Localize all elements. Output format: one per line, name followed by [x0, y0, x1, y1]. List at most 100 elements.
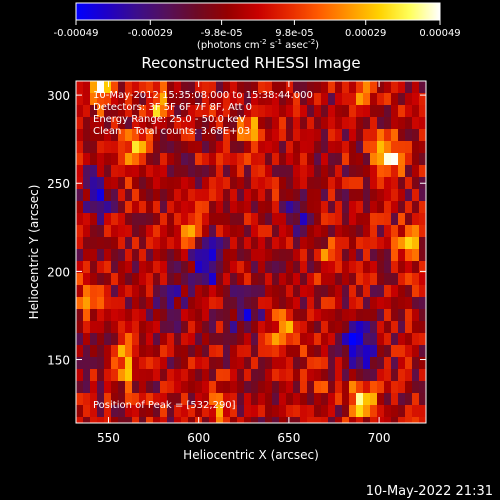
- heatmap-cell: [160, 309, 168, 322]
- heatmap-cell: [118, 93, 126, 106]
- heatmap-cell: [321, 141, 329, 154]
- heatmap-cell: [132, 381, 140, 394]
- heatmap-cell: [300, 141, 308, 154]
- heatmap-cell: [195, 393, 203, 406]
- heatmap-cell: [174, 177, 182, 190]
- heatmap-cell: [356, 393, 364, 406]
- heatmap-cell: [195, 285, 203, 298]
- heatmap-cell: [307, 249, 315, 262]
- heatmap-cell: [167, 93, 175, 106]
- heatmap-cell: [125, 369, 133, 382]
- heatmap-cell: [83, 81, 91, 94]
- heatmap-cell: [160, 393, 168, 406]
- heatmap-cell: [90, 309, 98, 322]
- heatmap-cell: [174, 369, 182, 382]
- heatmap-cell: [237, 165, 245, 178]
- heatmap-cell: [349, 129, 357, 142]
- heatmap-cell: [139, 177, 147, 190]
- heatmap-cell: [377, 201, 385, 214]
- heatmap-cell: [300, 321, 308, 334]
- heatmap-cell: [125, 381, 133, 394]
- heatmap-cell: [335, 141, 343, 154]
- heatmap-cell: [244, 309, 252, 322]
- heatmap-cell: [167, 189, 175, 202]
- colorbar-tick-label: -0.00049: [54, 28, 99, 39]
- heatmap-cell: [328, 393, 336, 406]
- heatmap-cell: [356, 345, 364, 358]
- heatmap-cell: [349, 333, 357, 346]
- heatmap-cell: [349, 225, 357, 238]
- colorbar-tick-label: 0.00049: [419, 28, 460, 39]
- heatmap-cell: [83, 369, 91, 382]
- heatmap-cell: [258, 381, 266, 394]
- heatmap-cell: [230, 225, 238, 238]
- heatmap-cell: [111, 225, 119, 238]
- heatmap-cell: [328, 309, 336, 322]
- heatmap-cell: [293, 285, 301, 298]
- heatmap-cell: [90, 81, 98, 94]
- heatmap-cell: [195, 105, 203, 118]
- heatmap-cell: [328, 117, 336, 130]
- heatmap-cell: [342, 309, 350, 322]
- heatmap-cell: [167, 141, 175, 154]
- heatmap-cell: [132, 225, 140, 238]
- heatmap-cell: [377, 225, 385, 238]
- heatmap-cell: [76, 201, 84, 214]
- heatmap-cell: [293, 213, 301, 226]
- heatmap-cell: [405, 405, 413, 418]
- heatmap-cell: [188, 165, 196, 178]
- heatmap-cell: [223, 261, 231, 274]
- heatmap-cell: [335, 117, 343, 130]
- heatmap-cell: [202, 261, 210, 274]
- heatmap-cell: [279, 189, 287, 202]
- heatmap-cell: [118, 321, 126, 334]
- heatmap-cell: [335, 201, 343, 214]
- heatmap-cell: [125, 189, 133, 202]
- heatmap-cell: [265, 333, 273, 346]
- heatmap-cell: [384, 309, 392, 322]
- heatmap-cell: [216, 177, 224, 190]
- heatmap-cell: [412, 405, 420, 418]
- heatmap-cell: [237, 225, 245, 238]
- heatmap-cell: [195, 369, 203, 382]
- heatmap-cell: [97, 309, 105, 322]
- heatmap-cell: [300, 345, 308, 358]
- heatmap-cell: [153, 237, 161, 250]
- heatmap-cell: [223, 177, 231, 190]
- heatmap-cell: [83, 177, 91, 190]
- heatmap-cell: [419, 297, 426, 310]
- heatmap-cell: [314, 189, 322, 202]
- heatmap-cell: [160, 129, 168, 142]
- heatmap-cell: [167, 81, 175, 94]
- heatmap-cell: [125, 357, 133, 370]
- heatmap-cell: [405, 153, 413, 166]
- heatmap-cell: [139, 237, 147, 250]
- heatmap-cell: [412, 261, 420, 274]
- heatmap-cell: [244, 417, 252, 423]
- heatmap-cell: [265, 273, 273, 286]
- heatmap-cell: [83, 213, 91, 226]
- annotation-detectors: Detectors: 3F 5F 6F 7F 8F, Att 0: [93, 102, 252, 113]
- heatmap-cell: [146, 177, 154, 190]
- heatmap-cell: [419, 213, 426, 226]
- heatmap-cell: [363, 297, 371, 310]
- heatmap-cell: [237, 177, 245, 190]
- heatmap-cell: [132, 189, 140, 202]
- heatmap-cell: [356, 201, 364, 214]
- heatmap-cell: [90, 177, 98, 190]
- heatmap-cell: [349, 369, 357, 382]
- heatmap-cell: [412, 237, 420, 250]
- heatmap-cells: [76, 81, 426, 423]
- heatmap-cell: [230, 369, 238, 382]
- heatmap-cell: [370, 177, 378, 190]
- heatmap-cell: [293, 381, 301, 394]
- heatmap-cell: [412, 393, 420, 406]
- heatmap-cell: [104, 141, 112, 154]
- heatmap-cell: [293, 189, 301, 202]
- heatmap-cell: [181, 345, 189, 358]
- heatmap-cell: [97, 117, 105, 130]
- heatmap-cell: [258, 81, 266, 94]
- heatmap-cell: [335, 165, 343, 178]
- heatmap-cell: [342, 129, 350, 142]
- heatmap-cell: [195, 321, 203, 334]
